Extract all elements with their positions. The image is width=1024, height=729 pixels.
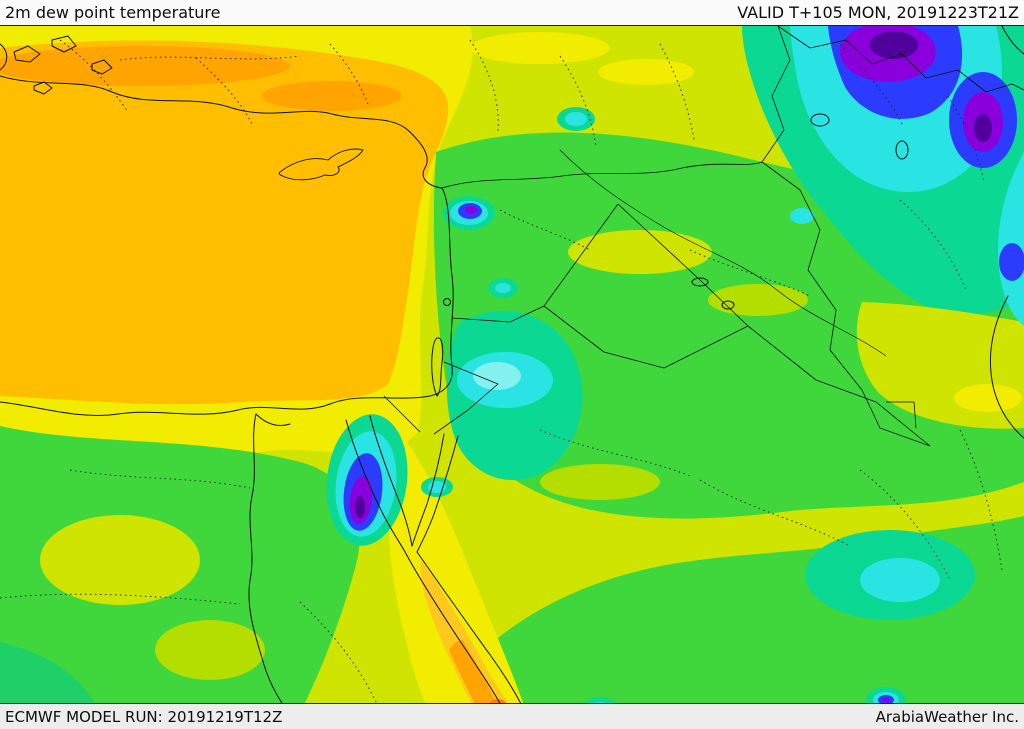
- contour-purple-core: [974, 114, 992, 142]
- coastline-aegean-edge: [0, 43, 8, 71]
- contour-cyan-speck: [790, 208, 814, 224]
- contour-purple-lebanon: [465, 206, 477, 214]
- border-israel-egypt: [383, 395, 421, 433]
- coastline-caspian: [1001, 26, 1024, 55]
- lake-habbaniyah: [721, 300, 735, 310]
- contour-teal-speck: [583, 697, 617, 703]
- contour-cyan-southeast: [860, 558, 940, 602]
- map-footer: ECMWF MODEL RUN: 20191219T12Z ArabiaWeat…: [0, 703, 1024, 729]
- admin-boundary: [839, 43, 903, 125]
- sea-of-galilee: [443, 298, 451, 306]
- border-iraq-saudi-east: [747, 325, 931, 447]
- border-iran-iraq: [761, 161, 931, 447]
- coastline-mediterranean: [0, 75, 454, 416]
- euphrates-river: [559, 149, 887, 357]
- contour-marble: [40, 515, 200, 605]
- contour-bright-green-corner: [0, 642, 95, 703]
- valid-time-label: VALID T+105 MON, 20191223T21Z: [737, 3, 1019, 22]
- model-run-label: ECMWF MODEL RUN: 20191219T12Z: [5, 707, 283, 726]
- contour-yellow-redsea: [388, 430, 524, 703]
- contour-purple-speck: [882, 697, 890, 703]
- contour-marble: [708, 284, 808, 316]
- map-canvas: [0, 26, 1024, 703]
- contour-cyan-speck: [495, 283, 511, 293]
- contour-marble: [568, 230, 712, 274]
- border-turkey-east: [761, 26, 791, 163]
- border-iraq-saudi-west: [543, 305, 749, 369]
- admin-boundary: [195, 57, 253, 125]
- border-turkey-syria: [441, 161, 763, 189]
- coastline-sinai: [369, 415, 445, 547]
- dewpoint-field: [0, 26, 1024, 703]
- border-caucasus: [777, 26, 1024, 93]
- coastline-gulf-suez-west: [345, 419, 405, 551]
- admin-boundary: [59, 39, 129, 113]
- lake-urmia: [895, 140, 909, 160]
- coastline-persian-gulf: [989, 295, 1024, 439]
- contour-marble: [598, 59, 694, 85]
- contour-purple-core: [870, 31, 918, 59]
- admin-boundary: [659, 43, 695, 141]
- admin-boundary: [299, 601, 378, 703]
- map-title: 2m dew point temperature: [5, 3, 221, 22]
- admin-boundary: [119, 55, 301, 61]
- contour-cyan-edge: [998, 152, 1024, 326]
- contour-blue-edge-spot: [999, 243, 1024, 281]
- cyprus-island: [278, 148, 364, 181]
- coastline-aegean-island: [51, 35, 77, 53]
- coastline-gulf-aqaba-east: [416, 435, 459, 553]
- coastline-aegean-island: [33, 81, 53, 95]
- nile-river: [248, 413, 283, 703]
- coastline-redsea-east: [416, 551, 522, 703]
- contour-marble: [954, 384, 1022, 412]
- map-header: 2m dew point temperature VALID T+105 MON…: [0, 0, 1024, 26]
- admin-boundaries: [0, 39, 1003, 703]
- admin-boundary: [559, 55, 597, 149]
- contour-dark-orange-streak: [0, 46, 290, 86]
- dewpoint-map-svg: [0, 26, 1024, 703]
- contour-palecyan-jordan: [473, 362, 521, 390]
- national-borders: [383, 26, 1024, 447]
- border-syria-iraq: [617, 203, 749, 327]
- contour-cyan-speck: [565, 112, 587, 126]
- contour-orange-redsea-core: [449, 640, 496, 703]
- contour-orange-mediterranean: [0, 40, 449, 405]
- contour-cyan-speck: [593, 702, 607, 703]
- border-jordan-saudi: [433, 361, 499, 435]
- lake-tharthar: [691, 277, 709, 287]
- border-jordan-syria: [451, 305, 545, 323]
- admin-boundary: [69, 469, 251, 489]
- border-kuwait: [886, 401, 917, 429]
- admin-boundary: [0, 593, 241, 605]
- contour-dark-orange-streak: [262, 81, 402, 111]
- contour-marble: [155, 620, 265, 680]
- admin-boundary: [329, 43, 369, 105]
- lake-van: [810, 113, 830, 127]
- coastlines: [0, 26, 1024, 703]
- coastline-redsea-west: [403, 549, 501, 703]
- dead-sea: [431, 337, 444, 397]
- contour-marble: [540, 464, 660, 500]
- border-jordan-iraq: [543, 203, 619, 307]
- admin-boundary: [469, 39, 499, 133]
- admin-boundary: [899, 199, 967, 291]
- admin-boundary: [959, 429, 1003, 571]
- nile-delta-branch: [255, 413, 291, 427]
- contour-amber-redsea: [420, 560, 508, 703]
- contour-purple-core: [355, 496, 365, 518]
- attribution-label: ArabiaWeather Inc.: [875, 707, 1019, 726]
- contour-marble: [470, 32, 610, 64]
- coastline-aegean-island: [13, 45, 41, 63]
- coastline-aegean-island: [91, 59, 113, 75]
